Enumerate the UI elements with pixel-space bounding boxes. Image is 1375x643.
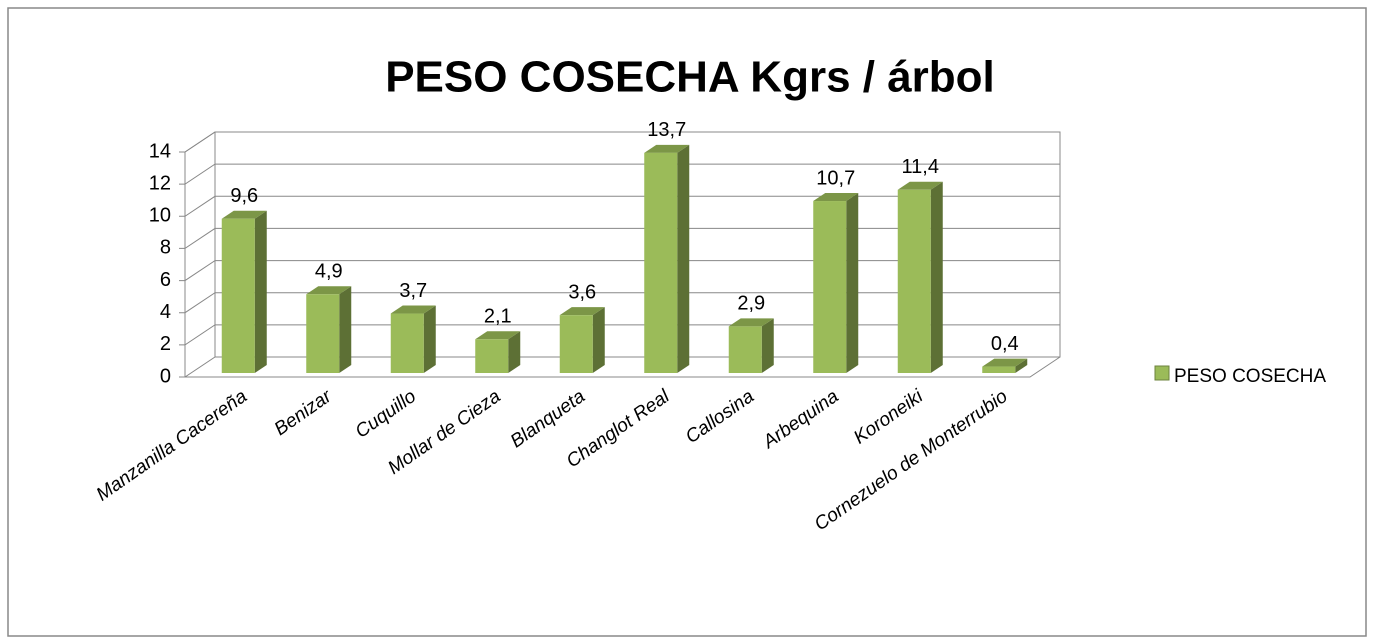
- y-tick-label: 12: [149, 172, 171, 194]
- data-label: 9,6: [230, 185, 258, 207]
- bar: [728, 326, 762, 373]
- data-label: 10,7: [816, 167, 855, 189]
- bar: [982, 366, 1016, 373]
- bar-side: [1015, 358, 1028, 373]
- legend-label: PESO COSECHA: [1174, 366, 1326, 387]
- data-label: 0,4: [991, 333, 1019, 355]
- bar-top: [982, 358, 1028, 367]
- bar: [390, 313, 424, 373]
- bar-side: [761, 318, 774, 373]
- bar-top: [728, 318, 774, 327]
- bar-side: [508, 331, 521, 373]
- grid-line: [179, 356, 1060, 378]
- bar-top: [306, 286, 352, 295]
- y-tick-label: 14: [149, 140, 171, 162]
- bar: [897, 189, 931, 373]
- chart-title: PESO COSECHA Kgrs / árbol: [385, 53, 995, 102]
- bar-side: [254, 210, 267, 373]
- data-label: 4,9: [315, 261, 343, 283]
- bar-top: [475, 331, 521, 340]
- bar-side: [423, 305, 436, 373]
- bar: [306, 294, 340, 373]
- data-label: 2,1: [484, 306, 512, 328]
- bar-top: [897, 181, 943, 190]
- legend-swatch: [1154, 365, 1170, 381]
- grid-line: [179, 324, 1060, 346]
- bar-top: [390, 305, 436, 314]
- grid-line: [179, 260, 1060, 282]
- bar-top: [813, 193, 859, 202]
- y-tick-label: 6: [160, 269, 171, 291]
- y-tick-label: 0: [160, 365, 171, 387]
- y-tick-label: 10: [149, 205, 171, 227]
- grid-line: [179, 227, 1060, 249]
- data-label: 3,6: [568, 281, 596, 303]
- bar: [813, 201, 847, 373]
- y-tick-label: 2: [160, 333, 171, 355]
- data-label: 2,9: [737, 293, 765, 315]
- data-label: 3,7: [399, 280, 427, 302]
- bar-top: [559, 307, 605, 316]
- grid-line: [179, 195, 1060, 217]
- grid-line: [179, 292, 1060, 314]
- bar-top: [221, 210, 267, 219]
- bar-side: [846, 193, 859, 373]
- bar-side: [592, 307, 605, 373]
- data-label: 13,7: [647, 119, 686, 141]
- y-tick-label: 8: [160, 237, 171, 259]
- bar: [644, 152, 678, 373]
- data-label: 11,4: [902, 156, 939, 178]
- bar-side: [677, 144, 690, 373]
- grid-line: [179, 131, 1060, 153]
- y-tick-label: 4: [160, 301, 171, 323]
- bar: [559, 315, 593, 373]
- grid-line: [179, 163, 1060, 185]
- bar-side: [339, 286, 352, 373]
- bar: [475, 339, 509, 373]
- bar-top: [644, 144, 690, 153]
- bar: [221, 218, 255, 373]
- bar-side: [930, 181, 943, 373]
